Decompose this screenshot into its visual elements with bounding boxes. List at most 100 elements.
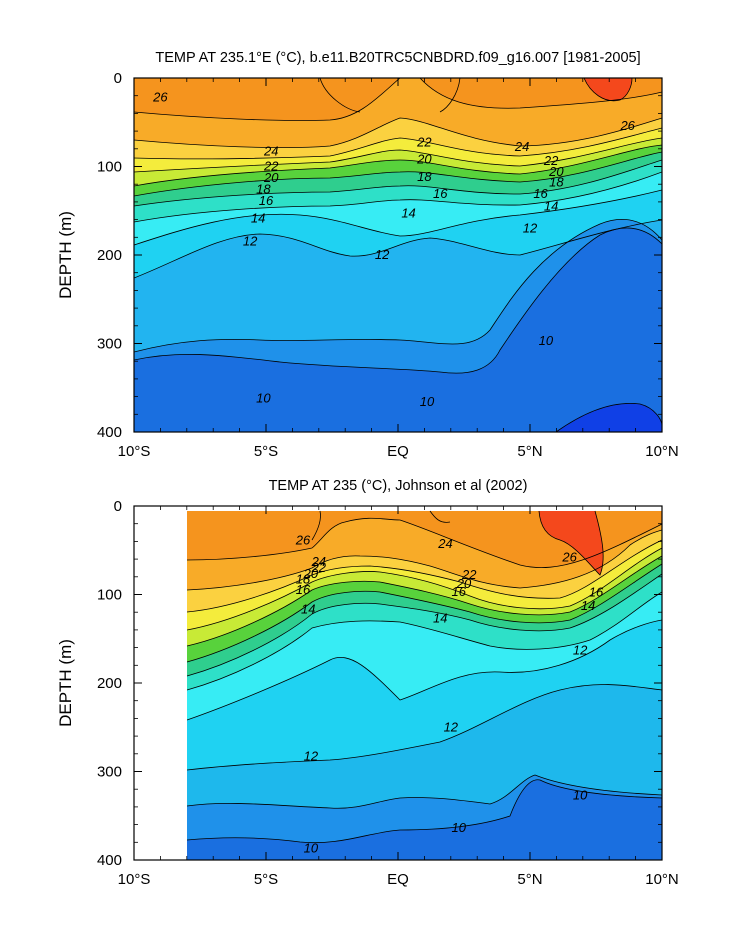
top-contour-line: [134, 127, 662, 160]
bottom-contour-label: 10: [304, 840, 319, 855]
top-fill-10: [134, 228, 662, 432]
top-x-tick-label: 5°N: [517, 443, 542, 460]
bottom-contour-label: 14: [433, 610, 447, 625]
top-contour-label: 16: [433, 186, 448, 201]
top-contour-line: [134, 219, 662, 353]
bottom-fill-10: [187, 779, 662, 860]
bottom-x-tick-label: 10°S: [118, 871, 151, 888]
bottom-contour-line: [186, 547, 662, 631]
bottom-no-data-area: [134, 506, 187, 860]
bottom-y-tick-label: 200: [97, 675, 122, 692]
top-contour-fill: [134, 78, 662, 432]
bottom-contour-label: 20: [303, 566, 319, 581]
bottom-contour-line: [186, 591, 662, 691]
top-x-tick-label: EQ: [387, 443, 409, 460]
top-y-tick-label: 100: [97, 159, 122, 176]
top-contour-line: [134, 151, 662, 197]
bottom-panel: TEMP AT 235 (°C), Johnson et al (2002): [56, 478, 679, 888]
bottom-contour-lines: [186, 510, 662, 844]
bottom-y-axis-label: DEPTH (m): [56, 639, 75, 727]
bottom-fill-28: [539, 511, 604, 575]
top-contour-label: 14: [251, 211, 265, 226]
top-contour-line: [134, 171, 662, 223]
top-contour-label: 14: [544, 198, 558, 213]
top-fill-28: [584, 78, 632, 101]
top-contour-line: [439, 78, 461, 113]
top-contour-label: 16: [259, 193, 274, 208]
bottom-contour-fill: [187, 511, 662, 860]
bottom-contour-line: [186, 539, 662, 613]
top-contour-line: [134, 189, 662, 246]
bottom-contour-line: [186, 619, 662, 721]
top-contour-line: [134, 227, 662, 374]
bottom-contour-line: [538, 510, 604, 576]
bottom-contour-line: [186, 684, 662, 771]
top-y-tick-label: 400: [97, 424, 122, 441]
bottom-contour-label: 12: [304, 748, 319, 763]
bottom-contour-line: [186, 517, 662, 568]
top-y-tick-label: 0: [114, 70, 122, 87]
bottom-contour-line: [186, 573, 662, 677]
top-contour-label: 12: [243, 234, 258, 249]
bottom-x-tick-label: EQ: [387, 871, 409, 888]
top-contour-line: [555, 402, 662, 432]
bottom-panel-title: TEMP AT 235 (°C), Johnson et al (2002): [269, 478, 528, 494]
top-fill-9: [556, 403, 662, 432]
bottom-contour-label: 14: [581, 598, 595, 613]
top-axis-ticks: 10°S 5°S EQ 5°N 10°N 0 100 200 300 400: [97, 70, 679, 460]
top-contour-label: 24: [514, 139, 529, 154]
top-contour-label: 12: [523, 220, 538, 235]
bottom-contour-label: 26: [295, 533, 311, 548]
bottom-contour-label: 12: [444, 719, 459, 734]
top-panel: TEMP AT 235.1°E (°C), b.e11.B20TRC5CNBDR…: [56, 50, 679, 460]
bottom-contour-label: 26: [561, 549, 577, 564]
top-y-tick-label: 300: [97, 336, 122, 353]
bottom-contour-label: 22: [461, 567, 477, 582]
bottom-contour-label: 22: [311, 560, 327, 575]
top-contour-line: [583, 78, 633, 102]
top-contour-label: 18: [549, 174, 564, 189]
bottom-contour-label: 12: [573, 642, 588, 657]
top-contour-line: [134, 137, 662, 173]
bottom-contour-label: 16: [451, 584, 466, 599]
bottom-x-tick-label: 5°N: [517, 871, 542, 888]
top-contour-label: 20: [548, 164, 564, 179]
bottom-contour-line: [186, 779, 662, 844]
bottom-contour-label: 14: [301, 602, 315, 617]
top-contour-label: 14: [401, 205, 415, 220]
top-contour-label: 20: [416, 151, 432, 166]
bottom-contour-line: [186, 555, 662, 647]
bottom-contour-label: 10: [573, 787, 588, 802]
bottom-contour-line: [186, 563, 662, 663]
top-contour-label: 10: [256, 390, 271, 405]
top-contour-label: 26: [152, 89, 168, 104]
bottom-contour-label: 16: [296, 582, 311, 597]
top-contour-line: [419, 78, 662, 109]
top-contour-lines: [134, 78, 662, 432]
bottom-contour-label: 10: [451, 820, 466, 835]
top-contour-line: [134, 144, 662, 187]
bottom-contour-label: 24: [311, 554, 326, 569]
top-x-tick-label: 10°N: [645, 443, 679, 460]
bottom-y-tick-label: 400: [97, 852, 122, 869]
top-contour-label: 12: [375, 247, 390, 262]
bottom-y-tick-label: 0: [114, 498, 122, 515]
top-contour-line: [134, 159, 662, 207]
top-contour-label: 22: [543, 153, 559, 168]
top-y-axis-label: DEPTH (m): [56, 211, 75, 299]
top-contour-label: 18: [256, 182, 271, 197]
top-x-tick-label: 5°S: [254, 443, 278, 460]
top-contour-label: 10: [539, 333, 554, 348]
bottom-contour-label: 20: [456, 576, 472, 591]
top-contour-line: [134, 117, 662, 149]
top-contour-label: 16: [533, 186, 548, 201]
bottom-contour-line: [186, 774, 662, 809]
top-contour-line: [134, 219, 662, 279]
bottom-contour-line: [186, 529, 662, 591]
bottom-contour-label: 24: [437, 536, 452, 551]
top-contour-label: 26: [619, 118, 635, 133]
top-contour-line: [134, 78, 401, 121]
